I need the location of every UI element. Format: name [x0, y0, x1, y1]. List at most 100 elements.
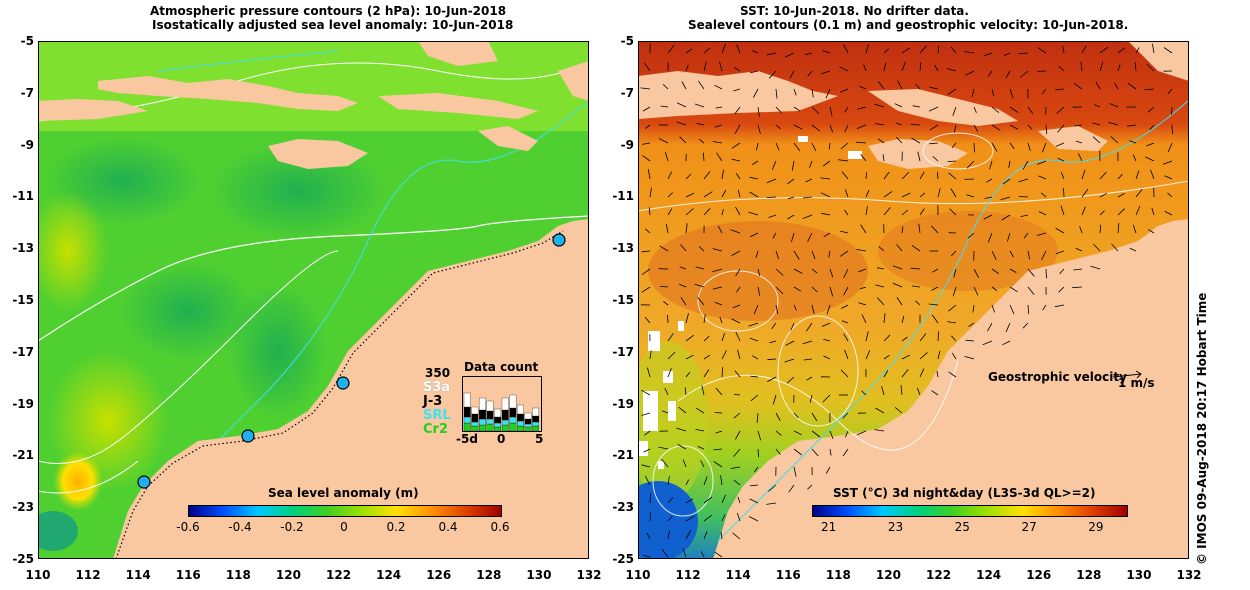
histogram-bar [494, 422, 502, 428]
left-colorbar-tick: 0.6 [490, 520, 510, 534]
histogram-bar [532, 425, 540, 432]
histogram-bar [517, 425, 524, 432]
left-xtick: 128 [476, 568, 502, 582]
histogram-bar [463, 416, 471, 424]
left-title-line2: Isostatically adjusted sea level anomaly… [152, 18, 514, 32]
right-title-line2: Sealevel contours (0.1 m) and geostrophi… [688, 18, 1129, 32]
left-xtick: 110 [25, 568, 51, 582]
left-colorbar-tick: -0.2 [280, 520, 304, 534]
left-xtick: 112 [75, 568, 101, 582]
left-xtick: 126 [426, 568, 452, 582]
histogram-bar [479, 409, 486, 420]
data-count-xtick: -5d [456, 432, 478, 446]
left-ytick: -13 [12, 241, 34, 256]
histogram-bar [471, 413, 479, 423]
left-ytick: -11 [12, 189, 34, 204]
histogram-bar [524, 423, 532, 428]
left-ytick: -5 [20, 34, 34, 48]
histogram-bar [501, 424, 509, 432]
right-xtick: 124 [976, 568, 1002, 582]
left-ytick: -15 [12, 293, 34, 307]
left-ytick: -7 [20, 85, 34, 100]
right-xtick: 116 [775, 568, 801, 582]
left-xtick: 116 [175, 568, 201, 582]
right-xtick: 132 [1176, 568, 1202, 582]
data-count-legend-item: SRL [423, 408, 451, 423]
histogram-bar [494, 408, 502, 418]
histogram-bar [486, 418, 494, 425]
right-xtick: 128 [1076, 568, 1102, 582]
left-xtick: 130 [526, 568, 552, 582]
left-xtick: 132 [576, 568, 602, 582]
velocity-scale: 1 m/s [1118, 376, 1155, 390]
left-ytick: -17 [12, 344, 34, 359]
sea-level-anomaly-map [38, 41, 589, 559]
data-count-xtick: 5 [535, 432, 544, 446]
left-colorbar-tick: 0 [340, 520, 348, 534]
right-colorbar-tick: 29 [1088, 520, 1104, 534]
velocity-label: Geostrophic velocity [988, 370, 1127, 384]
right-ytick: -25 [612, 552, 634, 566]
left-colorbar-tick: -0.6 [176, 520, 200, 534]
histogram-bar [532, 421, 540, 427]
histogram-bar [486, 410, 494, 420]
right-xtick: 118 [825, 568, 851, 582]
right-xtick: 130 [1126, 568, 1152, 582]
histogram-bar [509, 416, 517, 424]
right-ytick: -7 [620, 85, 634, 100]
histogram-bar [501, 397, 509, 411]
left-colorbar [188, 505, 502, 517]
histogram-bar [479, 397, 486, 411]
right-xtick: 122 [926, 568, 952, 582]
right-ytick: -11 [612, 189, 634, 204]
histogram-bar [524, 426, 532, 432]
data-count-xtick: 0 [497, 432, 506, 446]
left-colorbar-label: Sea level anomaly (m) [268, 486, 419, 500]
left-xtick: 122 [326, 568, 352, 582]
right-ytick: -17 [612, 344, 634, 359]
data-count-max-label: 350 [425, 366, 451, 380]
histogram-bar [501, 409, 509, 421]
histogram-bar [479, 418, 486, 426]
left-xtick: 120 [275, 568, 301, 582]
right-xtick: 114 [725, 568, 751, 582]
data-count-title: Data count [464, 360, 539, 374]
data-count-legend-item: S3a [423, 380, 451, 395]
right-xtick: 126 [1026, 568, 1052, 582]
histogram-bar [509, 422, 517, 432]
histogram-bar [501, 419, 509, 426]
right-colorbar-tick: 27 [1021, 520, 1037, 534]
histogram-bar [532, 407, 540, 417]
left-title-line1: Atmospheric pressure contours (2 hPa): 1… [150, 4, 507, 18]
right-ytick: -9 [620, 137, 634, 152]
histogram-bar [463, 392, 471, 408]
histogram-bar [471, 425, 479, 432]
histogram-bar [486, 400, 494, 412]
histogram-bar [494, 426, 502, 432]
right-xtick: 112 [675, 568, 701, 582]
imos-credit: © IMOS 09-Aug-2018 20:17 Hobart Time [1195, 292, 1209, 565]
right-ytick: -5 [620, 34, 634, 48]
right-ytick: -15 [612, 293, 634, 307]
right-colorbar [812, 505, 1128, 517]
right-colorbar-label: SST (°C) 3d night&day (L3S-3d QL>=2) [833, 486, 1096, 500]
right-xtick: 110 [625, 568, 651, 582]
left-colorbar-tick: -0.4 [228, 520, 252, 534]
right-ytick: -19 [612, 396, 634, 411]
histogram-bar [494, 416, 502, 424]
histogram-bar [463, 406, 471, 418]
left-colorbar-tick: 0.4 [438, 520, 458, 534]
histogram-bar [509, 407, 517, 418]
histogram-bar [532, 415, 540, 423]
data-count-histogram [462, 376, 542, 432]
left-ytick: -9 [20, 137, 34, 152]
right-colorbar-tick: 25 [954, 520, 970, 534]
right-ytick: -13 [612, 241, 634, 256]
histogram-bar [463, 422, 471, 432]
left-colorbar-tick: 0.2 [386, 520, 406, 534]
histogram-bar [509, 394, 517, 409]
right-colorbar-tick: 21 [821, 520, 837, 534]
histogram-bar [486, 423, 494, 432]
right-ytick: -23 [612, 500, 634, 515]
histogram-bar [471, 406, 479, 415]
